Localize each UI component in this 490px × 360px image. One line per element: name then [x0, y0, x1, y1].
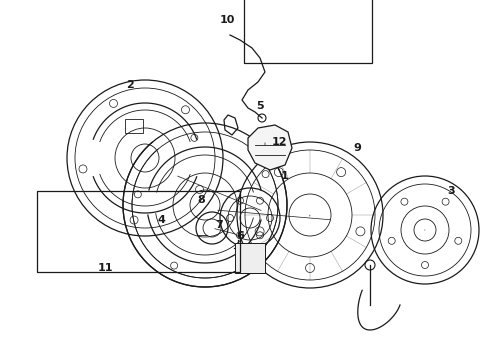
Text: 5: 5	[256, 101, 264, 111]
Text: 8: 8	[197, 195, 205, 205]
Text: 7: 7	[216, 220, 223, 230]
Text: 12: 12	[271, 137, 287, 147]
Text: 10: 10	[220, 15, 236, 25]
Text: 3: 3	[447, 186, 455, 196]
Bar	[235, 243, 265, 273]
Bar	[125, 119, 143, 133]
Bar	[37, 191, 240, 272]
Bar	[244, 0, 372, 63]
Text: 4: 4	[158, 215, 166, 225]
Text: 2: 2	[126, 80, 134, 90]
Text: 6: 6	[236, 231, 244, 241]
Text: 11: 11	[98, 263, 113, 273]
Polygon shape	[248, 125, 292, 170]
Text: 1: 1	[280, 171, 288, 181]
Text: 9: 9	[354, 143, 362, 153]
